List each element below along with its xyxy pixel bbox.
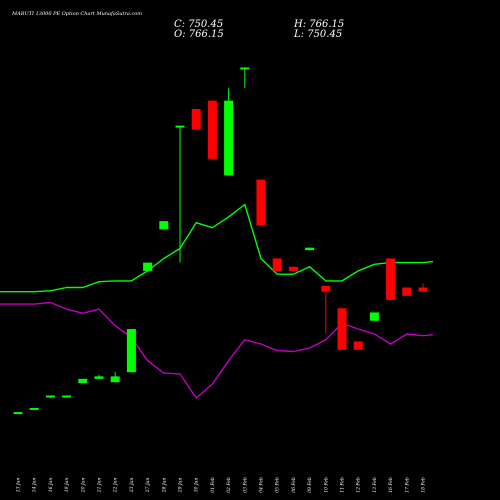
x-tick-label: 10 Feb [323,477,329,493]
candle-body [94,376,104,379]
x-tick-label: 19 Jan [64,478,70,493]
candle-body [13,412,23,415]
candle [321,285,331,334]
low-label: L: 750.45 [293,29,342,40]
x-tick-label: 21 Jan [97,478,103,494]
x-tick-label: 16 Feb [388,477,394,493]
candle-body [402,287,412,296]
candle [240,67,250,89]
x-tick-label: 20 Jan [80,478,86,494]
candle-body [126,329,136,373]
x-tick-label: 11 Feb [340,477,346,493]
candle [175,125,185,263]
candle [288,266,298,271]
x-tick-label: 17 Feb [404,477,410,493]
candle [369,312,379,321]
x-tick-label: 05 Feb [275,477,281,493]
candle-body [386,258,396,300]
x-tick-label: 29 Jan [178,478,184,494]
candle [159,221,169,230]
x-tick-label: 03 Feb [242,477,248,493]
candle [305,247,315,251]
candle [13,412,23,415]
open-label: O: 766.15 [174,29,224,40]
candle-body [353,341,363,350]
candle [272,258,282,271]
lower-band-layer [0,301,434,399]
x-tick-label: 22 Jan [113,478,119,494]
candle-body [418,287,428,292]
x-tick-label: 14 Jan [32,478,38,493]
candle [207,100,217,159]
x-tick-label: 01 Feb [210,477,216,493]
candle-body [305,247,315,251]
candle-body [256,179,266,226]
candle-body [175,125,185,128]
candle [94,374,104,379]
candle-body [321,285,331,292]
x-tick-label: 27 Jan [145,478,151,494]
candle-body [191,108,201,130]
x-tick-label: 02 Feb [226,477,232,493]
x-tick-label: 09 Feb [307,477,313,493]
candle [402,287,412,296]
x-tick-label: 13 Jan [16,478,22,493]
candle-body [159,221,169,230]
candle [337,308,347,350]
close-label: C: 750.45 [174,19,223,30]
candle-body [78,378,88,384]
x-tick-label: 13 Feb [372,477,378,493]
high-label: H: 766.15 [293,19,344,30]
candle [62,395,72,398]
x-tick-label: 23 Jan [129,478,135,494]
x-tick-layer: 13 Jan 14 Jan 16 Jan 19 Jan 20 Jan 21 Jan 22 J… [16,477,427,493]
candle [126,329,136,373]
candle [224,88,234,176]
candle-body [369,312,379,321]
candle [78,378,88,384]
x-tick-label: 16 Jan [48,478,54,493]
x-tick-label: 18 Feb [421,477,427,493]
candle-body [45,395,55,398]
x-tick-label: 06 Feb [291,477,297,493]
candle-body [224,100,234,176]
upper-band-line [0,203,434,293]
candle [256,179,266,226]
candle [29,407,39,410]
lower-band-line [0,301,434,399]
candle [191,108,201,130]
candle-body [29,407,39,410]
candle-body [240,67,250,70]
x-tick-label: 28 Jan [161,478,167,494]
x-tick-label: 04 Feb [259,477,265,493]
candle-layer [13,67,428,415]
candle [45,395,55,398]
candle-body [207,100,217,159]
upper-band-layer [0,203,434,293]
x-tick-label: 30 Jan [194,478,200,493]
chart-title: MARUTI 13000 PE Option Chart MunafaSutra… [11,11,142,17]
candle [110,372,120,383]
candle-body [337,308,347,350]
candle [353,341,363,350]
candle [143,262,153,271]
candle [386,258,396,300]
candle-body [272,258,282,271]
candle-body [110,376,120,383]
candle-body [62,395,72,398]
candle-body [143,262,153,271]
x-tick-label: 12 Feb [356,477,362,493]
candle [418,283,428,292]
candle-body [288,266,298,271]
